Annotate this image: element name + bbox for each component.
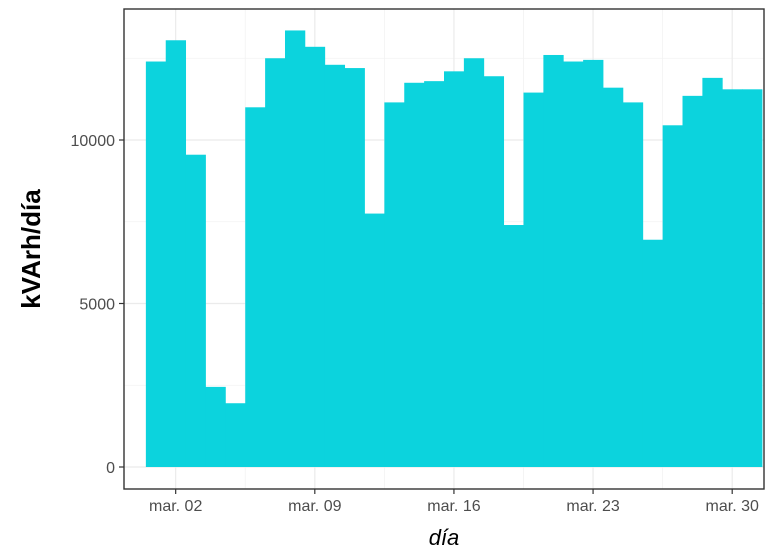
bar-day-11: [344, 68, 365, 467]
bar-day-15: [424, 81, 445, 467]
bar-day-31: [742, 89, 763, 467]
x-tick-label: mar. 16: [427, 498, 480, 515]
bar-day-29: [702, 77, 723, 468]
bar-day-19: [503, 225, 524, 467]
bar-day-1: [145, 61, 167, 468]
bar-day-26: [642, 239, 664, 467]
y-axis-title: kVArh/día: [16, 189, 46, 309]
bar-day-21: [543, 54, 564, 467]
x-tick-label: mar. 02: [149, 498, 202, 515]
x-axis: mar. 02 mar. 09 mar. 16 mar. 23 mar. 30: [149, 489, 759, 515]
y-axis: 0 5000 10000: [71, 133, 124, 477]
bars: [145, 30, 763, 468]
bar-day-12: [364, 213, 385, 467]
bar-day-13: [384, 102, 405, 468]
bar-day-2: [165, 40, 187, 467]
y-tick-label: 0: [106, 460, 115, 477]
bar-day-3: [185, 154, 206, 467]
bar-day-23: [583, 59, 604, 467]
bar-day-28: [682, 95, 703, 467]
bar-day-14: [404, 82, 425, 468]
bar-day-18: [483, 76, 505, 468]
bar-day-7: [265, 58, 286, 467]
bar-day-27: [662, 125, 683, 467]
plot-panel-border: [123, 8, 765, 490]
bar-day-24: [603, 87, 624, 468]
x-tick-label: mar. 23: [566, 498, 619, 515]
bar-day-9: [304, 46, 326, 468]
bar-day-17: [463, 58, 485, 467]
bar-day-16: [444, 71, 465, 467]
bar-day-25: [622, 102, 644, 468]
bar-day-6: [245, 107, 266, 468]
x-tick-label: mar. 09: [288, 498, 341, 515]
bar-day-30: [722, 89, 743, 467]
bar-day-10: [324, 64, 346, 467]
bar-day-8: [284, 30, 306, 468]
bar-day-4: [205, 386, 226, 467]
y-tick-label: 5000: [79, 297, 115, 314]
bar-day-20: [523, 92, 544, 468]
x-axis-title: día: [429, 525, 460, 550]
bar-day-5: [225, 403, 246, 467]
bar-day-22: [563, 61, 584, 468]
y-tick-label: 10000: [71, 133, 116, 150]
x-tick-label: mar. 30: [706, 498, 759, 515]
